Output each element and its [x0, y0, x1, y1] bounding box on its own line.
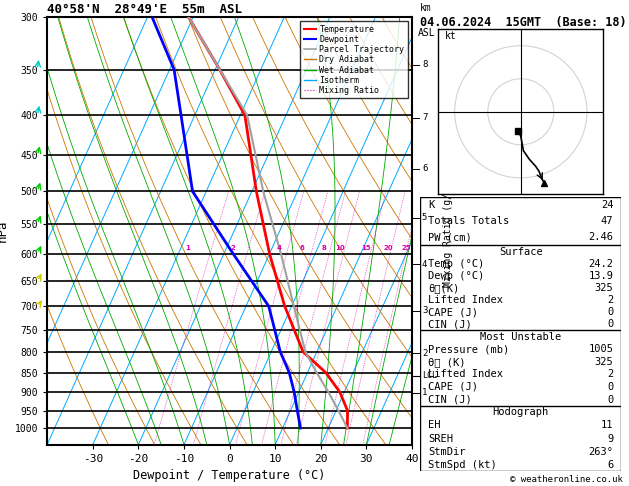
Text: 263°: 263°	[588, 447, 613, 457]
Text: km: km	[420, 3, 432, 13]
Text: 15: 15	[361, 245, 370, 251]
Legend: Temperature, Dewpoint, Parcel Trajectory, Dry Adiabat, Wet Adiabat, Isotherm, Mi: Temperature, Dewpoint, Parcel Trajectory…	[300, 21, 408, 98]
Text: θᴇ (K): θᴇ (K)	[428, 357, 465, 367]
X-axis label: Dewpoint / Temperature (°C): Dewpoint / Temperature (°C)	[133, 469, 326, 482]
Text: CIN (J): CIN (J)	[428, 395, 472, 404]
Text: 6: 6	[422, 164, 427, 174]
Text: 0: 0	[607, 395, 613, 404]
Text: Dewp (°C): Dewp (°C)	[428, 271, 484, 281]
Text: 7: 7	[422, 113, 427, 122]
Text: 8: 8	[322, 245, 327, 251]
Text: StmDir: StmDir	[428, 447, 465, 457]
Text: 5: 5	[422, 213, 427, 222]
Text: CAPE (J): CAPE (J)	[428, 307, 478, 317]
Text: 20: 20	[384, 245, 393, 251]
Text: 2: 2	[231, 245, 236, 251]
Text: 9: 9	[607, 434, 613, 444]
Text: Temp (°C): Temp (°C)	[428, 259, 484, 269]
Text: 24.2: 24.2	[588, 259, 613, 269]
Text: Lifted Index: Lifted Index	[428, 369, 503, 380]
Text: LCL: LCL	[422, 371, 437, 380]
Text: 325: 325	[594, 283, 613, 293]
Text: 1: 1	[186, 245, 190, 251]
Text: 2: 2	[607, 369, 613, 380]
Text: ASL: ASL	[417, 28, 435, 38]
Text: 6: 6	[299, 245, 304, 251]
Text: Pressure (mb): Pressure (mb)	[428, 344, 509, 354]
Text: 2: 2	[422, 348, 427, 358]
Text: 13.9: 13.9	[588, 271, 613, 281]
Text: 325: 325	[594, 357, 613, 367]
Text: 4: 4	[422, 260, 427, 269]
Text: Lifted Index: Lifted Index	[428, 295, 503, 305]
Text: K: K	[428, 200, 435, 210]
Text: 2.46: 2.46	[588, 232, 613, 243]
Text: © weatheronline.co.uk: © weatheronline.co.uk	[510, 474, 623, 484]
Text: PW (cm): PW (cm)	[428, 232, 472, 243]
Text: 40°58'N  28°49'E  55m  ASL: 40°58'N 28°49'E 55m ASL	[47, 3, 242, 16]
Text: StmSpd (kt): StmSpd (kt)	[428, 460, 497, 470]
Text: Mixing Ratio (g/kg): Mixing Ratio (g/kg)	[443, 175, 453, 287]
Text: 4: 4	[277, 245, 281, 251]
Text: CIN (J): CIN (J)	[428, 319, 472, 330]
Text: 10: 10	[336, 245, 345, 251]
Text: Surface: Surface	[499, 246, 543, 257]
Text: Most Unstable: Most Unstable	[480, 332, 562, 342]
Text: 0: 0	[607, 307, 613, 317]
Text: Hodograph: Hodograph	[493, 407, 549, 417]
Text: SREH: SREH	[428, 434, 454, 444]
Text: 3: 3	[422, 306, 427, 315]
Text: θᴇ(K): θᴇ(K)	[428, 283, 459, 293]
Text: 25: 25	[402, 245, 411, 251]
Text: 47: 47	[601, 216, 613, 226]
Text: Totals Totals: Totals Totals	[428, 216, 509, 226]
Text: 1005: 1005	[588, 344, 613, 354]
Text: 11: 11	[601, 420, 613, 431]
Text: CAPE (J): CAPE (J)	[428, 382, 478, 392]
Text: kt: kt	[445, 31, 457, 41]
Text: EH: EH	[428, 420, 441, 431]
Text: 0: 0	[607, 319, 613, 330]
Text: 8: 8	[422, 60, 427, 69]
Text: 24: 24	[601, 200, 613, 210]
Y-axis label: hPa: hPa	[0, 220, 9, 242]
Text: 6: 6	[607, 460, 613, 470]
Text: 04.06.2024  15GMT  (Base: 18): 04.06.2024 15GMT (Base: 18)	[420, 16, 626, 29]
Text: 1: 1	[422, 388, 427, 398]
Text: 2: 2	[607, 295, 613, 305]
Text: 0: 0	[607, 382, 613, 392]
